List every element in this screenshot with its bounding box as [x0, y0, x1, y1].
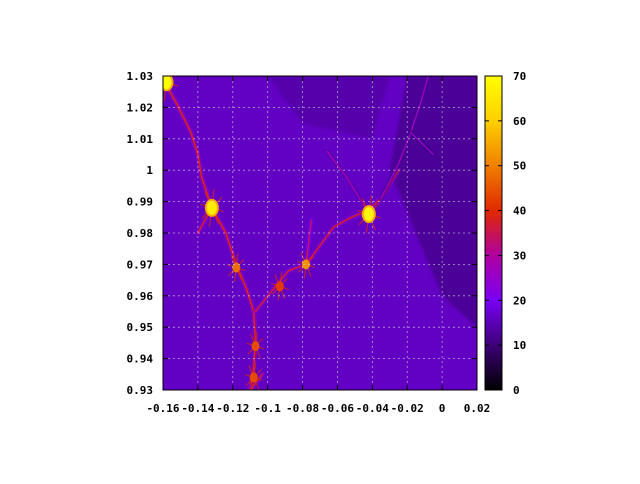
x-tick-label: -0.16 [146, 402, 179, 415]
y-tick-label: 1.01 [127, 133, 154, 146]
heatmap-hotspot [199, 188, 224, 227]
y-tick-label: 1.03 [127, 70, 154, 83]
y-tick-label: 0.99 [127, 196, 154, 209]
colorbar-tick-label: 10 [513, 339, 526, 352]
colorbar-tick-label: 50 [513, 160, 526, 173]
x-tick-label: -0.14 [181, 402, 214, 415]
x-tick-label: -0.1 [254, 402, 281, 415]
heatmap-plot-area [163, 76, 477, 390]
y-tick-label: 0.94 [127, 353, 154, 366]
y-tick-label: 0.97 [127, 258, 154, 271]
heatmap-hotspot [244, 363, 263, 390]
heatmap-filament [211, 207, 257, 390]
colorbar-gradient [485, 76, 502, 390]
heatmap-filament [410, 131, 435, 156]
x-axis: -0.16 -0.14 -0.12 -0.1 -0.08 -0.06 -0.04 -0.02 0… [146, 76, 490, 415]
heatmap-filament [163, 81, 213, 209]
colorbar-tick-label: 70 [513, 70, 526, 83]
x-tick-label: -0.08 [286, 402, 319, 415]
colorbar-tick-label: 30 [513, 249, 526, 262]
colorbar-tick-label: 0 [513, 384, 520, 397]
x-tick-label: 0 [439, 402, 446, 415]
y-tick-label: 1 [146, 164, 153, 177]
grid-lines [163, 76, 477, 390]
heatmap-hotspot [163, 76, 179, 102]
heatmap-filament [326, 150, 368, 212]
heatmap-hotspot [297, 250, 316, 279]
x-tick-label: -0.06 [321, 402, 354, 415]
heatmap-hotspot [227, 253, 246, 282]
y-tick-label: 0.93 [127, 384, 154, 397]
colorbar: 0 10 20 30 40 50 60 70 [484, 70, 526, 397]
y-tick-label: 0.95 [127, 321, 154, 334]
colorbar-tick-label: 20 [513, 294, 526, 307]
x-tick-label: -0.02 [391, 402, 424, 415]
colorbar-tick-label: 40 [513, 205, 526, 218]
y-tick-label: 0.96 [127, 290, 154, 303]
x-tick-label: -0.04 [356, 402, 389, 415]
y-axis: 0.93 0.94 0.95 0.96 0.97 0.98 0.99 1 1.01 1.02 1.0… [127, 70, 477, 397]
y-tick-label: 0.98 [127, 227, 154, 240]
heatmap-hotspot [246, 331, 265, 361]
heatmap-hotspot [270, 272, 289, 301]
colorbar-tick-label: 60 [513, 115, 526, 128]
y-tick-label: 1.02 [127, 101, 154, 114]
colorbar-frame [484, 75, 503, 391]
x-tick-label: 0.02 [464, 402, 491, 415]
x-tick-label: -0.12 [216, 402, 249, 415]
